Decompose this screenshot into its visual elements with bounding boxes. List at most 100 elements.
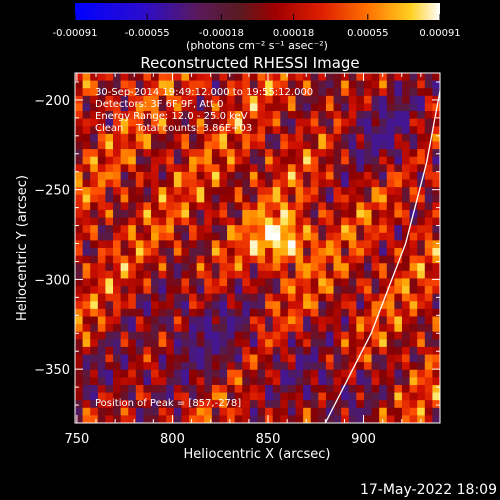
heatmap-cell (257, 362, 266, 371)
heatmap-cell (173, 88, 183, 97)
heatmap-cell (424, 308, 433, 318)
heatmap-cell (97, 407, 107, 416)
heatmap-cell (363, 339, 373, 348)
heatmap-cell (394, 225, 403, 234)
heatmap-cell (272, 202, 281, 211)
heatmap-cell (333, 286, 342, 295)
heatmap-cell (97, 316, 107, 325)
heatmap-cell (181, 95, 190, 105)
heatmap-cell (120, 217, 129, 226)
heatmap-cell (135, 156, 145, 165)
heatmap-cell (356, 384, 365, 394)
heatmap-cell (303, 278, 312, 287)
heatmap-cell (409, 202, 418, 211)
heatmap-cell (272, 270, 281, 280)
heatmap-cell (257, 118, 266, 127)
heatmap-cell (341, 354, 350, 363)
heatmap-cell (287, 133, 297, 143)
heatmap-cell (394, 407, 403, 416)
heatmap-cell (318, 270, 327, 280)
heatmap-cell (82, 270, 91, 280)
heatmap-cell (189, 248, 198, 257)
heatmap-cell (227, 392, 236, 401)
heatmap-cell (303, 240, 312, 249)
heatmap-cell (196, 118, 205, 127)
heatmap-cell (379, 232, 388, 241)
heatmap-cell (158, 103, 167, 112)
heatmap-cell (386, 255, 395, 264)
heatmap-cell (143, 415, 152, 423)
heatmap-cell (128, 164, 137, 173)
heatmap-cell (287, 126, 297, 135)
heatmap-cell (97, 141, 107, 150)
heatmap-cell (128, 225, 137, 234)
heatmap-cell (128, 126, 137, 135)
heatmap-cell (401, 255, 411, 264)
heatmap-cell (432, 377, 440, 386)
heatmap-cell (196, 324, 205, 333)
heatmap-cell (333, 240, 342, 249)
heatmap-cell (424, 164, 433, 173)
heatmap-cell (234, 149, 243, 158)
heatmap-cell (113, 164, 122, 173)
heatmap-cell (189, 324, 198, 333)
heatmap-cell (272, 248, 281, 257)
heatmap-cell (386, 400, 395, 409)
heatmap-cell (158, 415, 167, 423)
heatmap-cell (151, 156, 160, 165)
heatmap-cell (135, 149, 145, 158)
heatmap-cell (75, 225, 84, 234)
heatmap-cell (249, 80, 259, 89)
heatmap-cell (318, 407, 327, 416)
heatmap-cell (128, 384, 137, 394)
heatmap-cell (363, 362, 373, 371)
heatmap-cell (280, 346, 289, 356)
annotation-counts: Clean Total counts: 3.86E+03 (95, 123, 252, 134)
heatmap-cell (75, 179, 84, 188)
heatmap-cell (166, 407, 175, 416)
heatmap-cell (204, 384, 213, 394)
heatmap-cell (371, 308, 380, 318)
heatmap-cell (166, 133, 175, 143)
heatmap-cell (363, 118, 373, 127)
heatmap-cell (227, 346, 236, 356)
heatmap-cell (394, 88, 403, 97)
heatmap-cell (227, 293, 236, 302)
heatmap-cell (143, 240, 152, 249)
heatmap-cell (280, 118, 289, 127)
colorbar-tick-label: 0.00091 (419, 28, 460, 39)
heatmap-cell (211, 362, 221, 371)
heatmap-cell (318, 232, 327, 241)
heatmap-cell (417, 141, 426, 150)
heatmap-cell (120, 149, 129, 158)
heatmap-cell (120, 278, 129, 287)
heatmap-cell (219, 118, 228, 127)
heatmap-cell (113, 248, 122, 257)
heatmap-cell (97, 217, 107, 226)
heatmap-cell (348, 369, 357, 378)
heatmap-cell (249, 141, 259, 150)
heatmap-cell (135, 339, 145, 348)
heatmap-cell (181, 187, 190, 196)
heatmap-cell (189, 286, 198, 295)
heatmap-cell (242, 384, 251, 394)
heatmap-cell (135, 362, 145, 371)
heatmap-cell (401, 308, 411, 318)
heatmap-cell (196, 346, 205, 356)
heatmap-cell (424, 301, 433, 310)
heatmap-cell (227, 407, 236, 416)
heatmap-cell (356, 118, 365, 127)
heatmap-cell (105, 95, 114, 105)
heatmap-cell (113, 301, 122, 310)
heatmap-cell (265, 263, 274, 272)
heatmap-cell (173, 156, 183, 165)
heatmap-cell (424, 156, 433, 165)
heatmap-cell (82, 331, 91, 340)
heatmap-cell (295, 118, 304, 127)
heatmap-cell (287, 209, 297, 219)
heatmap-cell (204, 362, 213, 371)
heatmap-cell (97, 255, 107, 264)
heatmap-cell (310, 278, 319, 287)
heatmap-cell (318, 88, 327, 97)
heatmap-cell (409, 346, 418, 356)
